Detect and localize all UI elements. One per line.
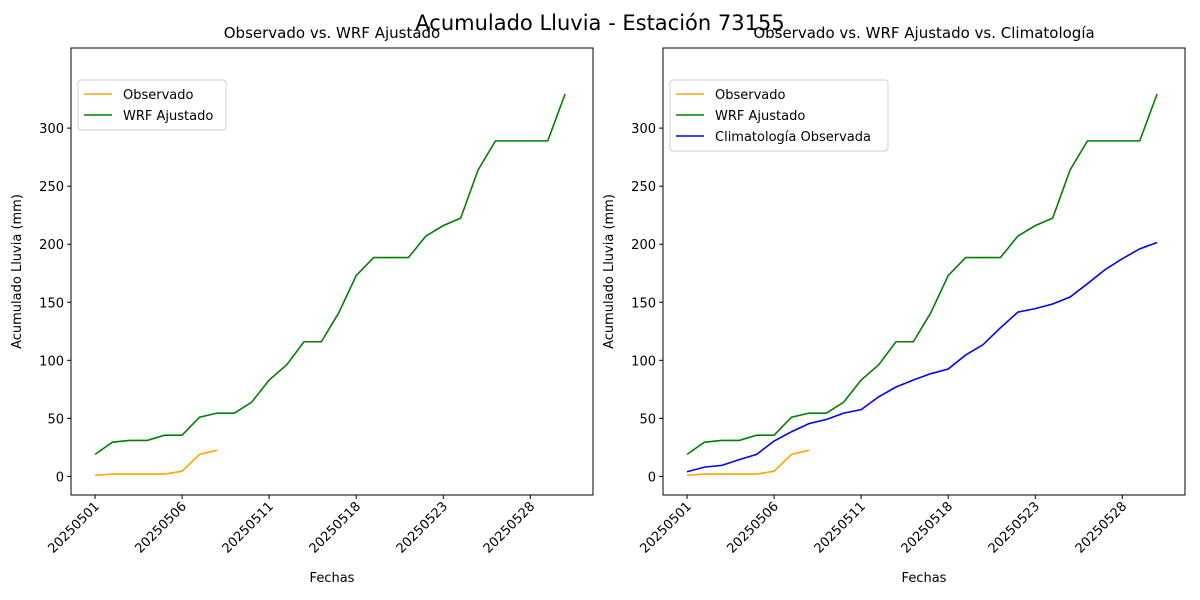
y-axis-label: Acumulado Lluvia (mm) xyxy=(602,194,617,349)
legend-label: WRF Ajustado xyxy=(715,109,805,124)
legend-box xyxy=(77,79,227,131)
y-tick-label: 150 xyxy=(39,296,64,311)
series-line xyxy=(686,93,1158,456)
y-tick-label: 250 xyxy=(631,180,656,195)
x-tick-label: 20250501 xyxy=(637,499,694,556)
subplot-title: Observado vs. WRF Ajustado xyxy=(224,24,440,42)
legend: Observado WRF Ajustado Climatología Observ… xyxy=(669,79,889,152)
series-line xyxy=(94,449,218,477)
y-tick-label: 300 xyxy=(631,122,656,137)
x-tick-label: 20250528 xyxy=(1073,499,1130,556)
axes-frame xyxy=(662,47,1186,496)
x-tick-label: 20250506 xyxy=(725,499,782,556)
y-tick-label: 50 xyxy=(47,412,64,427)
y-tick-label: 200 xyxy=(631,238,656,253)
legend: Observado WRF Ajustado xyxy=(77,79,227,131)
x-tick-label: 20250511 xyxy=(812,499,869,556)
y-tick-label: 300 xyxy=(39,122,64,137)
series-line xyxy=(94,93,566,456)
y-tick-label: 250 xyxy=(39,180,64,195)
y-tick-label: 100 xyxy=(631,354,656,369)
legend-box xyxy=(669,79,889,152)
x-axis-label: Fechas xyxy=(310,571,355,586)
x-tick-label: 20250523 xyxy=(394,499,451,556)
x-tick-label: 20250518 xyxy=(307,499,364,556)
series-line xyxy=(686,241,1158,473)
series-line xyxy=(686,449,810,477)
legend-label: Observado xyxy=(123,88,194,103)
x-tick-label: 20250501 xyxy=(45,499,102,556)
legend-label: Climatología Observada xyxy=(715,130,871,145)
axes-frame xyxy=(70,47,594,496)
y-tick-label: 50 xyxy=(639,412,656,427)
subplot-title: Observado vs. WRF Ajustado vs. Climatolo… xyxy=(753,24,1094,42)
legend-label: WRF Ajustado xyxy=(123,109,213,124)
y-tick-label: 150 xyxy=(631,296,656,311)
figure-title: Acumulado Lluvia - Estación 73155 xyxy=(415,11,784,35)
x-tick-label: 20250528 xyxy=(481,499,538,556)
x-tick-label: 20250518 xyxy=(899,499,956,556)
y-axis-label: Acumulado Lluvia (mm) xyxy=(10,194,25,349)
x-tick-label: 20250523 xyxy=(986,499,1043,556)
legend-label: Observado xyxy=(715,88,786,103)
x-tick-label: 20250506 xyxy=(133,499,190,556)
y-tick-label: 0 xyxy=(648,470,656,485)
y-tick-label: 100 xyxy=(39,354,64,369)
subplot: Observado vs. WRF Ajustado vs. Climatolo… xyxy=(602,24,1186,586)
subplot: Observado vs. WRF Ajustado Fechas Acumulad… xyxy=(10,24,594,586)
x-tick-label: 20250511 xyxy=(220,499,277,556)
x-axis-label: Fechas xyxy=(902,571,947,586)
y-tick-label: 200 xyxy=(39,238,64,253)
y-tick-label: 0 xyxy=(56,470,64,485)
